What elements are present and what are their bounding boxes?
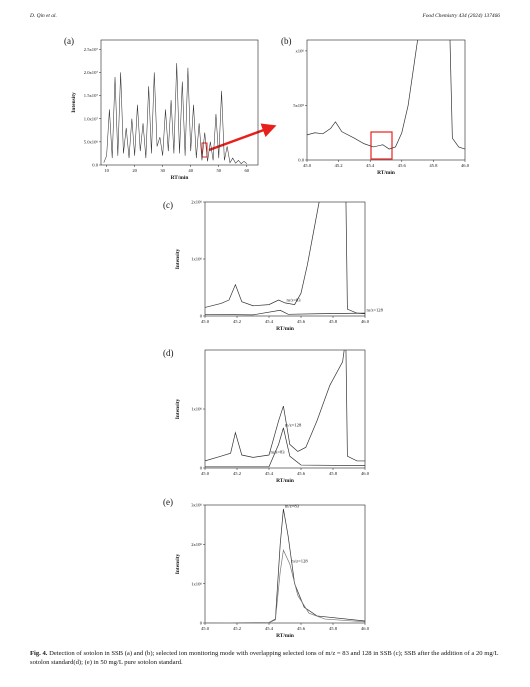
trace [205, 508, 365, 623]
x-axis-label: RT/min [276, 633, 294, 639]
y-tick-label: 5x10⁵ [293, 103, 304, 108]
zoom-box [370, 131, 393, 160]
caption-text: Detection of sotolon in SSB (a) and (b);… [30, 650, 499, 666]
y-tick-label: 0 [200, 466, 203, 471]
y-tick-label: 5.0x10⁶ [84, 139, 99, 144]
x-axis-label: RT/min [276, 326, 294, 332]
zoom-arrow [208, 123, 277, 152]
x-tick-label: 45.6 [297, 319, 306, 324]
x-tick-label: 50 [216, 168, 221, 173]
x-tick-label: 45.8 [329, 471, 338, 476]
series-label: m/z=83 [287, 297, 302, 302]
y-tick-label: 0 [200, 314, 203, 319]
x-tick-label: 45.6 [297, 471, 306, 476]
series-label: m/z=128 [291, 559, 308, 564]
x-tick-label: 45.4 [265, 471, 274, 476]
x-tick-label: 46.0 [361, 319, 370, 324]
y-tick-label: 1.0x10⁷ [84, 116, 99, 121]
plot-frame [204, 201, 366, 317]
plot-frame [204, 504, 366, 624]
y-tick-label: 2.0x10⁷ [84, 70, 99, 75]
trace [103, 63, 247, 164]
plot-frame [100, 39, 259, 166]
panel: (c) 45.0 45.2 45.4 45.6 45.8 46.0 0 1x10⁶ 2x10⁶ RT… [163, 200, 384, 332]
running-head-authors: D. Qin et al. [29, 13, 57, 19]
y-axis-label: Intensity [175, 249, 181, 270]
x-tick-label: 45.2 [335, 163, 344, 168]
x-tick-label: 45.0 [201, 319, 210, 324]
x-axis-label: RT/min [377, 170, 395, 176]
panel: (b) 45.0 45.2 45.4 45.6 45.8 46.0 0.0 5x10⁵ x10⁶ R… [281, 36, 470, 176]
plot-frame [306, 39, 466, 161]
x-tick-label: 20 [132, 168, 137, 173]
panel-label: (a) [64, 36, 74, 46]
series-label: m/z=83 [285, 503, 300, 508]
x-tick-label: 45.2 [233, 626, 242, 631]
series-label: m/z=128 [367, 308, 384, 313]
x-tick-label: 40 [188, 168, 193, 173]
y-tick-label: 1x10⁶ [191, 407, 202, 412]
trace [205, 202, 365, 315]
x-tick-label: 45.8 [329, 319, 338, 324]
x-tick-label: 45.0 [201, 471, 210, 476]
x-tick-label: 45.0 [201, 626, 210, 631]
y-tick-label: 1.5x10⁷ [84, 93, 99, 98]
y-axis-label: Intensity [175, 399, 181, 420]
x-tick-label: 45.4 [366, 163, 375, 168]
x-tick-label: 45.4 [265, 319, 274, 324]
x-tick-label: 45.4 [265, 626, 274, 631]
y-axis-label: Intensity [71, 92, 77, 113]
y-tick-label: 0.0 [92, 163, 98, 168]
y-tick-label: 2x10⁶ [191, 200, 202, 205]
y-tick-label: 3x10⁶ [191, 503, 202, 508]
x-tick-label: 45.6 [297, 626, 306, 631]
y-tick-label: 0 [200, 621, 203, 626]
x-tick-label: 45.8 [429, 163, 438, 168]
x-tick-label: 45.8 [329, 626, 338, 631]
y-axis-label: Intensity [175, 554, 181, 575]
y-tick-label: 2x10⁶ [191, 542, 202, 547]
x-tick-label: 45.2 [233, 319, 242, 324]
y-tick-label: x10⁶ [296, 49, 305, 54]
trace [307, 40, 465, 150]
panel-label: (b) [281, 36, 292, 46]
figure: D. Qin et al. Food Chemistry 434 (2024) … [29, 12, 500, 639]
x-tick-label: 10 [104, 168, 109, 173]
x-axis-label: RT/min [171, 175, 189, 181]
panel-label: (c) [163, 200, 173, 210]
x-axis-label: RT/min [276, 478, 294, 484]
x-tick-label: 45.6 [398, 163, 407, 168]
panel: (d) 45.0 45.2 45.4 45.6 45.8 46.0 0 1x10⁶ RT/min I… [163, 348, 370, 484]
running-head-journal: Food Chemistry 434 (2024) 137466 [421, 12, 500, 19]
x-tick-label: 46.0 [361, 626, 370, 631]
x-tick-label: 60 [244, 168, 249, 173]
panel: (e) 45.0 45.2 45.4 45.6 45.8 46.0 0 1x10⁶ 2x10⁶ 3x… [163, 497, 370, 639]
panel-label: (e) [163, 497, 173, 507]
trace [205, 549, 365, 623]
trace [205, 309, 365, 316]
x-tick-label: 30 [160, 168, 165, 173]
x-tick-label: 45.2 [233, 471, 242, 476]
x-tick-label: 45.0 [303, 163, 312, 168]
trace [205, 427, 365, 468]
y-tick-label: 0.0 [298, 158, 304, 163]
trace [205, 350, 365, 462]
series-label: m/z=83 [271, 450, 286, 455]
highlight-box [201, 142, 208, 158]
panel-label: (d) [163, 348, 174, 358]
figure-caption: Fig. 4. Detection of sotolon in SSB (a) … [30, 650, 502, 667]
y-tick-label: 1x10⁶ [191, 257, 202, 262]
y-tick-label: 2.5x10⁷ [84, 47, 99, 52]
x-tick-label: 46.0 [461, 163, 470, 168]
y-tick-label: 1x10⁶ [191, 581, 202, 586]
x-tick-label: 46.0 [361, 471, 370, 476]
panel: (a) 10 20 30 40 50 60 0.0 5.0x10⁶ 1.0x10⁷ 1.5x10⁷ 2… [64, 36, 259, 181]
series-label: m/z=128 [285, 422, 302, 427]
caption-label: Fig. 4. [30, 650, 48, 657]
plot-frame [204, 349, 366, 469]
